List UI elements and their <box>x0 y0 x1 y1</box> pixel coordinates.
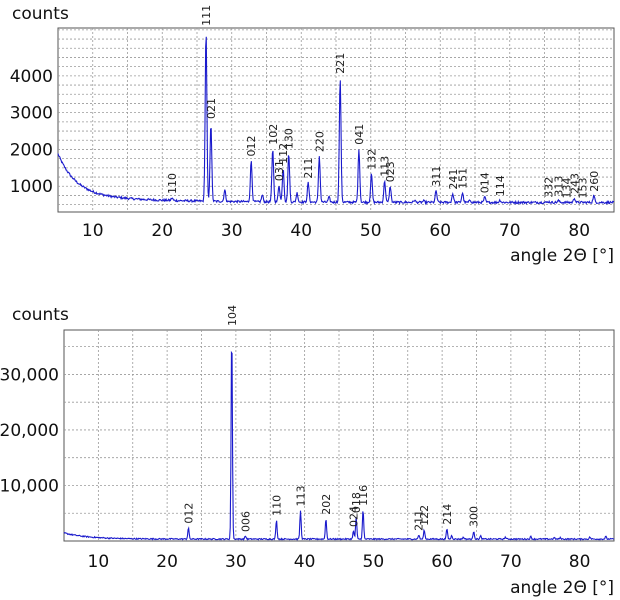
x-tick-label: 80 <box>569 552 591 572</box>
x-tick-label: 40 <box>294 552 316 572</box>
peak-label: 014 <box>479 172 492 193</box>
x-tick-label: 50 <box>363 552 385 572</box>
peak-label: 211 <box>302 158 315 179</box>
peak-label: 311 <box>430 166 443 187</box>
peak-label: 111 <box>200 5 213 26</box>
peak-label: 012 <box>182 503 195 524</box>
peak-label: 243 <box>568 173 581 194</box>
x-tick-label: 30 <box>221 221 243 241</box>
x-tick-label: 70 <box>499 221 521 241</box>
y-tick-label: 1000 <box>10 177 53 197</box>
chart-1: 1000 2000 3000 4000 10 20 30 40 50 60 70 80 counts an… <box>10 4 615 266</box>
x-axis-label: angle 2Θ [°] <box>510 578 614 598</box>
peak-label: 104 <box>226 305 239 326</box>
diffraction-line <box>57 36 615 206</box>
peak-label: 221 <box>334 53 347 74</box>
y-tick-label: 3000 <box>10 104 53 124</box>
x-tick-label: 80 <box>568 221 590 241</box>
peak-label: 113 <box>295 485 308 506</box>
peak-label: 110 <box>270 495 283 516</box>
y-axis-label: counts <box>12 305 69 325</box>
peak-label: 260 <box>588 171 601 192</box>
x-tick-label: 40 <box>290 221 312 241</box>
peak-label: 114 <box>494 175 507 196</box>
peak-label: 300 <box>468 506 481 527</box>
x-axis-label: angle 2Θ [°] <box>510 246 614 266</box>
x-tick-label: 60 <box>431 552 453 572</box>
x-tick-label: 10 <box>82 221 104 241</box>
x-tick-label: 60 <box>429 221 451 241</box>
peak-label: 151 <box>456 168 469 189</box>
grid <box>64 330 614 541</box>
peak-label: 153 <box>577 177 590 198</box>
peak-label: 122 <box>418 505 431 526</box>
peak-label: 018 <box>350 492 363 513</box>
grid <box>58 28 614 212</box>
x-tick-label: 70 <box>500 552 522 572</box>
peak-label: 024 <box>347 506 360 527</box>
peak-label: 112 <box>277 143 290 164</box>
x-tick-label: 10 <box>88 552 110 572</box>
x-tick-label: 50 <box>360 221 382 241</box>
y-tick-label: 10,000 <box>0 476 59 496</box>
peak-label: 006 <box>240 511 253 532</box>
chart-2: 10,000 20,000 30,000 10 20 30 40 50 60 70 80 counts… <box>0 305 615 598</box>
y-tick-label: 4000 <box>10 67 53 87</box>
x-tick-label: 20 <box>151 221 173 241</box>
peak-label: 102 <box>267 124 280 145</box>
peak-label: 031 <box>273 160 286 181</box>
peak-label: 313 <box>552 176 565 197</box>
peak-label: 012 <box>245 135 258 156</box>
peak-label: 134 <box>561 177 574 198</box>
x-tick-label: 30 <box>225 552 247 572</box>
peak-label: 021 <box>205 98 218 119</box>
diffraction-line <box>63 350 615 541</box>
x-tick-label: 20 <box>156 552 178 572</box>
peak-label: 116 <box>357 485 370 506</box>
peak-label: 130 <box>283 128 296 149</box>
peak-label: 023 <box>384 161 397 182</box>
y-axis-label: counts <box>12 4 69 24</box>
peak-label: 332 <box>543 177 556 198</box>
peak-label: 214 <box>441 504 454 525</box>
peak-label: 041 <box>353 124 366 145</box>
peak-label: 132 <box>365 149 378 170</box>
y-tick-label: 2000 <box>10 140 53 160</box>
y-tick-label: 20,000 <box>0 421 59 441</box>
peak-label: 202 <box>320 494 333 515</box>
peak-label: 241 <box>447 169 460 190</box>
peak-label: 211 <box>413 510 426 531</box>
peak-label: 110 <box>166 173 179 194</box>
peak-label: 220 <box>313 131 326 152</box>
y-tick-label: 30,000 <box>0 365 59 385</box>
peak-label: 113 <box>379 156 392 177</box>
